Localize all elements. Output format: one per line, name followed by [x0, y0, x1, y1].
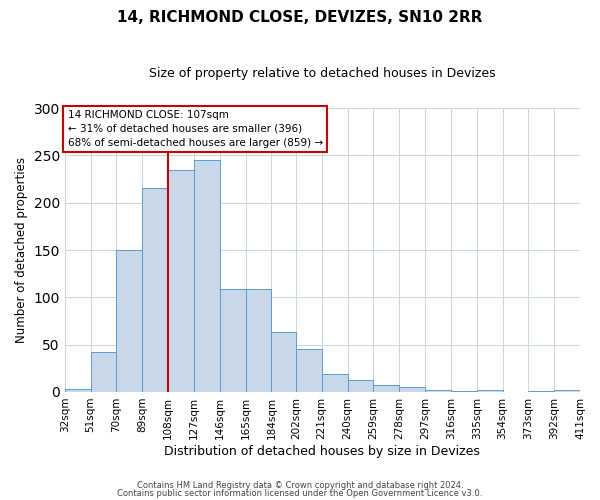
Bar — [296, 350, 322, 392]
Bar — [194, 160, 220, 392]
Bar — [373, 386, 399, 392]
Text: 14, RICHMOND CLOSE, DEVIZES, SN10 2RR: 14, RICHMOND CLOSE, DEVIZES, SN10 2RR — [117, 10, 483, 25]
Bar — [142, 188, 168, 392]
Bar — [245, 289, 271, 392]
Bar — [116, 250, 142, 392]
Bar — [399, 387, 425, 392]
Bar — [271, 332, 296, 392]
Text: Contains HM Land Registry data © Crown copyright and database right 2024.: Contains HM Land Registry data © Crown c… — [137, 481, 463, 490]
Bar — [322, 374, 347, 392]
Bar — [168, 170, 194, 392]
Bar — [554, 390, 580, 392]
Bar — [65, 389, 91, 392]
Bar — [529, 391, 554, 392]
X-axis label: Distribution of detached houses by size in Devizes: Distribution of detached houses by size … — [164, 444, 481, 458]
Bar — [451, 391, 476, 392]
Bar — [476, 390, 503, 392]
Bar — [347, 380, 373, 392]
Text: 14 RICHMOND CLOSE: 107sqm
← 31% of detached houses are smaller (396)
68% of semi: 14 RICHMOND CLOSE: 107sqm ← 31% of detac… — [68, 110, 323, 148]
Text: Contains public sector information licensed under the Open Government Licence v3: Contains public sector information licen… — [118, 488, 482, 498]
Bar — [220, 289, 245, 392]
Bar — [91, 352, 116, 392]
Bar — [425, 390, 451, 392]
Y-axis label: Number of detached properties: Number of detached properties — [15, 157, 28, 343]
Title: Size of property relative to detached houses in Devizes: Size of property relative to detached ho… — [149, 68, 496, 80]
